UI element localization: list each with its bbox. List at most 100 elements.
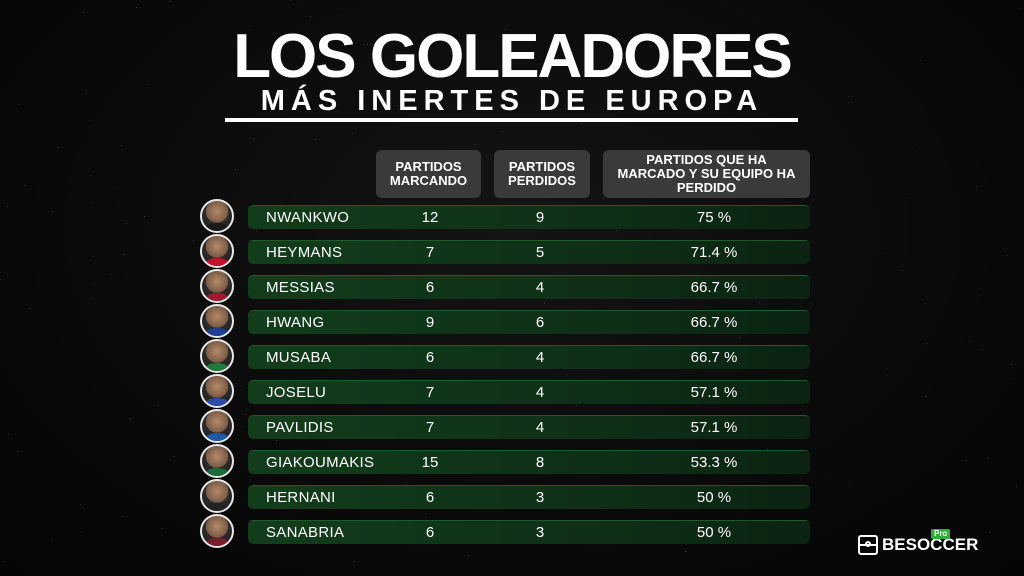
star-speck <box>282 202 283 203</box>
star-speck <box>18 104 19 105</box>
star-speck <box>24 185 25 186</box>
star-speck <box>367 44 368 45</box>
star-speck <box>475 144 476 145</box>
partidos-marcando-value: 7 <box>425 244 435 261</box>
star-speck <box>544 303 545 304</box>
page-subtitle: MÁS INERTES DE EUROPA <box>260 85 764 117</box>
porcentaje-value: 50 % <box>696 524 732 541</box>
star-speck <box>1007 255 1008 256</box>
star-speck <box>162 528 163 529</box>
star-speck <box>0 279 1 280</box>
star-speck <box>310 16 311 17</box>
star-speck <box>773 38 774 39</box>
player-name: HEYMANS <box>266 244 343 261</box>
star-speck <box>887 375 888 376</box>
star-speck <box>170 1 171 2</box>
player-avatar <box>200 479 234 513</box>
star-speck <box>94 283 95 284</box>
star-speck <box>767 449 768 450</box>
player-avatar <box>200 304 234 338</box>
star-speck <box>969 341 970 342</box>
star-speck <box>139 94 140 95</box>
porcentaje-value: 75 % <box>696 209 732 226</box>
star-speck <box>233 173 234 174</box>
star-speck <box>136 7 137 8</box>
star-speck <box>987 458 988 459</box>
logo-pro-badge: Pro <box>931 529 951 539</box>
star-speck <box>123 254 124 255</box>
star-speck <box>52 211 53 212</box>
partidos-perdidos-value: 4 <box>535 384 545 401</box>
star-speck <box>3 561 4 562</box>
porcentaje-value: 57.1 % <box>690 384 738 401</box>
star-speck <box>925 396 926 397</box>
star-speck <box>144 216 145 217</box>
star-speck <box>193 240 194 241</box>
star-speck <box>903 270 904 271</box>
star-speck <box>241 426 242 427</box>
star-speck <box>253 138 254 139</box>
star-speck <box>173 456 174 457</box>
porcentaje-value: 50 % <box>696 489 732 506</box>
avatar-shirt <box>205 223 229 231</box>
star-speck <box>920 60 921 61</box>
table-row: HEYMANS 7 5 71.4 % <box>248 240 810 264</box>
star-speck <box>147 84 148 85</box>
star-speck <box>93 256 94 257</box>
player-name: HERNANI <box>266 489 336 506</box>
header-partidos-marcando: PARTIDOS MARCANDO <box>376 150 481 198</box>
star-speck <box>616 230 617 231</box>
star-speck <box>504 29 505 30</box>
partidos-marcando-value: 7 <box>425 419 435 436</box>
star-speck <box>237 424 238 425</box>
header-partidos-perdidos: PARTIDOS PERDIDOS <box>494 150 590 198</box>
partidos-marcando-value: 6 <box>425 279 435 296</box>
player-name: MUSABA <box>266 349 332 366</box>
porcentaje-value: 71.4 % <box>690 244 738 261</box>
star-speck <box>882 253 883 254</box>
avatar-shirt <box>205 293 229 301</box>
partidos-marcando-value: 6 <box>425 524 435 541</box>
star-speck <box>849 484 850 485</box>
partidos-perdidos-value: 4 <box>535 279 545 296</box>
table-row: PAVLIDIS 7 4 57.1 % <box>248 415 810 439</box>
star-speck <box>92 298 93 299</box>
star-speck <box>1020 8 1021 9</box>
avatar-shirt <box>205 468 229 476</box>
table-row: GIAKOUMAKIS 15 8 53.3 % <box>248 450 810 474</box>
star-speck <box>848 96 849 97</box>
star-speck <box>290 0 291 1</box>
star-speck <box>598 75 599 76</box>
star-speck <box>235 169 236 170</box>
star-speck <box>130 418 131 419</box>
star-speck <box>989 532 990 533</box>
star-speck <box>91 202 92 203</box>
star-speck <box>337 15 338 16</box>
partidos-marcando-value: 9 <box>425 314 435 331</box>
table-row: NWANKWO 12 9 75 % <box>248 205 810 229</box>
partidos-perdidos-value: 3 <box>535 489 545 506</box>
logo-text: BESOCCER <box>882 535 979 554</box>
porcentaje-value: 66.7 % <box>690 314 738 331</box>
star-speck <box>81 531 82 532</box>
porcentaje-value: 66.7 % <box>690 349 738 366</box>
star-speck <box>80 504 81 505</box>
star-speck <box>472 89 473 90</box>
star-speck <box>744 59 745 60</box>
player-name: SANABRIA <box>266 524 345 541</box>
star-speck <box>848 102 849 103</box>
player-avatar <box>200 409 234 443</box>
star-speck <box>502 131 503 132</box>
star-speck <box>1012 378 1013 379</box>
star-speck <box>976 186 977 187</box>
player-name: NWANKWO <box>266 209 350 226</box>
star-speck <box>3 355 4 356</box>
player-avatar <box>200 339 234 373</box>
star-speck <box>51 539 52 540</box>
star-speck <box>759 302 760 303</box>
star-speck <box>58 147 59 148</box>
player-name: HWANG <box>266 314 325 331</box>
star-speck <box>696 405 697 406</box>
table-row: MUSABA 6 4 66.7 % <box>248 345 810 369</box>
player-avatar <box>200 444 234 478</box>
